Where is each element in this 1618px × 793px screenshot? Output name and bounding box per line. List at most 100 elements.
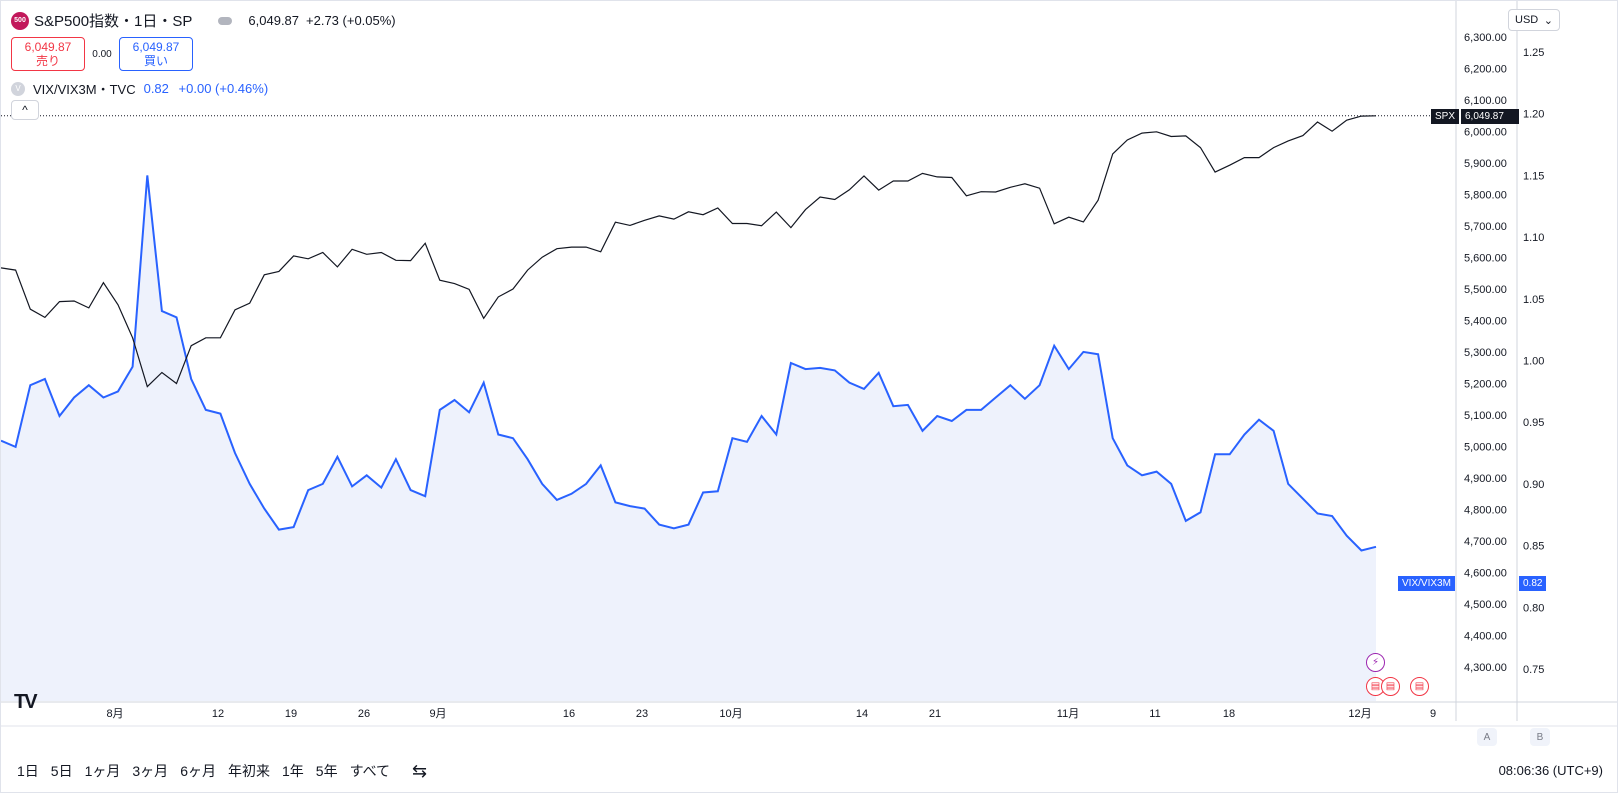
vix-change-value: +0.00 (+0.46%) bbox=[178, 81, 269, 96]
vix-values: 0.82 +0.00 (+0.46%) bbox=[144, 81, 269, 96]
ratio-tick-label: 0.85 bbox=[1523, 541, 1544, 553]
range-button[interactable]: 3ヶ月 bbox=[132, 763, 169, 779]
range-buttons: 1日 5日 1ヶ月 3ヶ月 6ヶ月 年初来 1年 5年 すべて bbox=[1, 761, 396, 781]
buy-button[interactable]: 6,049.87 買い bbox=[119, 37, 193, 71]
spread-value: 0.00 bbox=[92, 48, 112, 60]
ratio-tick-label: 0.75 bbox=[1523, 664, 1544, 676]
ratio-tick-label: 1.15 bbox=[1523, 170, 1544, 182]
trade-buttons: 6,049.87 売り 0.00 6,049.87 買い bbox=[11, 37, 193, 71]
price-tick-label: 4,500.00 bbox=[1464, 599, 1507, 611]
vix-symbol-tag: VIX/VIX3M bbox=[1398, 576, 1455, 591]
vix-series-legend: V VIX/VIX3M・TVC 0.82 +0.00 (+0.46%) bbox=[11, 79, 268, 98]
buy-price: 6,049.87 bbox=[132, 40, 180, 54]
price-tick-label: 5,900.00 bbox=[1464, 158, 1507, 170]
ratio-tick-label: 1.00 bbox=[1523, 356, 1544, 368]
price-tick-label: 4,800.00 bbox=[1464, 505, 1507, 517]
time-tick-label: 12月 bbox=[1348, 708, 1371, 720]
main-last-value: 6,049.87 bbox=[248, 13, 300, 28]
time-tick-label: 23 bbox=[636, 708, 648, 720]
auto-scale-button[interactable]: A bbox=[1477, 728, 1497, 746]
price-tick-label: 5,200.00 bbox=[1464, 379, 1507, 391]
price-tick-label: 4,700.00 bbox=[1464, 536, 1507, 548]
price-tick-label: 5,400.00 bbox=[1464, 316, 1507, 328]
time-tick-label: 18 bbox=[1223, 708, 1235, 720]
range-button[interactable]: すべて bbox=[349, 763, 391, 779]
price-tick-label: 5,700.00 bbox=[1464, 221, 1507, 233]
us-flag-event-icon[interactable]: ▤ bbox=[1410, 677, 1429, 696]
ratio-tick-label: 1.10 bbox=[1523, 232, 1544, 244]
vix-last-value: 0.82 bbox=[143, 81, 169, 96]
range-button[interactable]: 5日 bbox=[50, 763, 73, 779]
spx-symbol-tag: SPX bbox=[1431, 109, 1460, 124]
range-button[interactable]: 1ヶ月 bbox=[84, 763, 121, 779]
lightning-event-icon[interactable]: ⚡ bbox=[1366, 653, 1385, 672]
price-tick-label: 4,600.00 bbox=[1464, 568, 1507, 580]
bottom-toolbar: 1日 5日 1ヶ月 3ヶ月 6ヶ月 年初来 1年 5年 すべて ⇆ bbox=[1, 751, 1617, 791]
time-tick-label: 21 bbox=[929, 708, 941, 720]
vix-line bbox=[1, 175, 1377, 552]
clock[interactable]: 08:06:36 (UTC+9) bbox=[1498, 763, 1603, 778]
price-tick-label: 4,900.00 bbox=[1464, 473, 1507, 485]
time-tick-label: 11月 bbox=[1057, 708, 1079, 720]
sell-price: 6,049.87 bbox=[24, 40, 72, 54]
price-tick-label: 5,100.00 bbox=[1464, 410, 1507, 422]
price-tick-label: 4,300.00 bbox=[1464, 662, 1507, 674]
price-tick-label: 6,200.00 bbox=[1464, 64, 1507, 76]
series-layer bbox=[1, 115, 1377, 701]
price-tick-label: 5,600.00 bbox=[1464, 253, 1507, 265]
currency-select[interactable]: USD ⌄ bbox=[1508, 9, 1560, 31]
price-tick-label: 6,000.00 bbox=[1464, 127, 1507, 139]
price-tick-label: 5,300.00 bbox=[1464, 347, 1507, 359]
price-tick-label: 5,500.00 bbox=[1464, 284, 1507, 296]
ratio-tick-label: 0.90 bbox=[1523, 479, 1544, 491]
currency-value: USD bbox=[1515, 14, 1539, 26]
sell-label: 売り bbox=[35, 54, 60, 68]
ratio-tick-label: 1.05 bbox=[1523, 294, 1544, 306]
collapse-legend-button[interactable]: ^ bbox=[11, 100, 39, 120]
price-tick-label: 5,800.00 bbox=[1464, 190, 1507, 202]
range-button[interactable]: 5年 bbox=[315, 763, 338, 779]
price-tick-label: 6,100.00 bbox=[1464, 95, 1507, 107]
sell-button[interactable]: 6,049.87 売り bbox=[11, 37, 85, 71]
time-tick-label: 12 bbox=[212, 708, 224, 720]
time-tick-label: 8月 bbox=[106, 708, 123, 720]
main-change-value: +2.73 (+0.05%) bbox=[306, 13, 396, 28]
main-series-legend: 500 S&P500指数・1日・SP 6,049.87 +2.73 (+0.05… bbox=[11, 10, 396, 31]
time-tick-label: 11 bbox=[1149, 708, 1160, 720]
spx-value-tag: 6,049.87 bbox=[1461, 109, 1519, 124]
ratio-tick-label: 0.80 bbox=[1523, 602, 1544, 614]
ratio-tick-label: 1.25 bbox=[1523, 47, 1544, 59]
ticks-layer: 6,300.00 6,200.00 6,100.00 6,000.00 5,900.00… bbox=[106, 32, 1544, 720]
ratio-tick-label: 1.20 bbox=[1523, 109, 1544, 121]
visibility-toggle-icon[interactable] bbox=[218, 16, 233, 25]
price-tick-label: 6,300.00 bbox=[1464, 32, 1507, 44]
tradingview-logo[interactable]: TV bbox=[14, 691, 38, 713]
us-flag-event-icon[interactable]: ▤ bbox=[1381, 677, 1400, 696]
scale-b-button[interactable]: B bbox=[1530, 728, 1550, 746]
range-button[interactable]: 年初来 bbox=[227, 763, 270, 779]
spx-line bbox=[1, 115, 1377, 388]
ratio-tick-label: 0.95 bbox=[1523, 417, 1544, 429]
time-tick-label: 10月 bbox=[719, 708, 742, 720]
vix-area-fill bbox=[1, 175, 1376, 701]
time-tick-label: 16 bbox=[563, 708, 575, 720]
date-range-icon[interactable]: ⇆ bbox=[412, 760, 428, 781]
sp500-logo: 500 bbox=[11, 11, 29, 30]
main-symbol-title[interactable]: S&P500指数・1日・SP bbox=[34, 13, 193, 30]
vix-badge-icon: V bbox=[11, 81, 25, 96]
vix-symbol-title[interactable]: VIX/VIX3M・TVC bbox=[33, 82, 136, 97]
time-tick-label: 9 bbox=[1430, 708, 1436, 720]
buy-label: 買い bbox=[143, 54, 168, 68]
chevron-down-icon: ⌄ bbox=[1543, 14, 1553, 27]
price-tick-label: 4,400.00 bbox=[1464, 631, 1507, 643]
range-button[interactable]: 6ヶ月 bbox=[180, 763, 216, 779]
range-button[interactable]: 1年 bbox=[281, 763, 304, 779]
range-button[interactable]: 1日 bbox=[17, 763, 39, 779]
vix-value-tag: 0.82 bbox=[1519, 576, 1547, 591]
time-tick-label: 19 bbox=[285, 708, 297, 720]
time-tick-label: 14 bbox=[856, 708, 868, 720]
time-tick-label: 26 bbox=[358, 708, 370, 720]
time-tick-label: 9月 bbox=[429, 708, 446, 720]
